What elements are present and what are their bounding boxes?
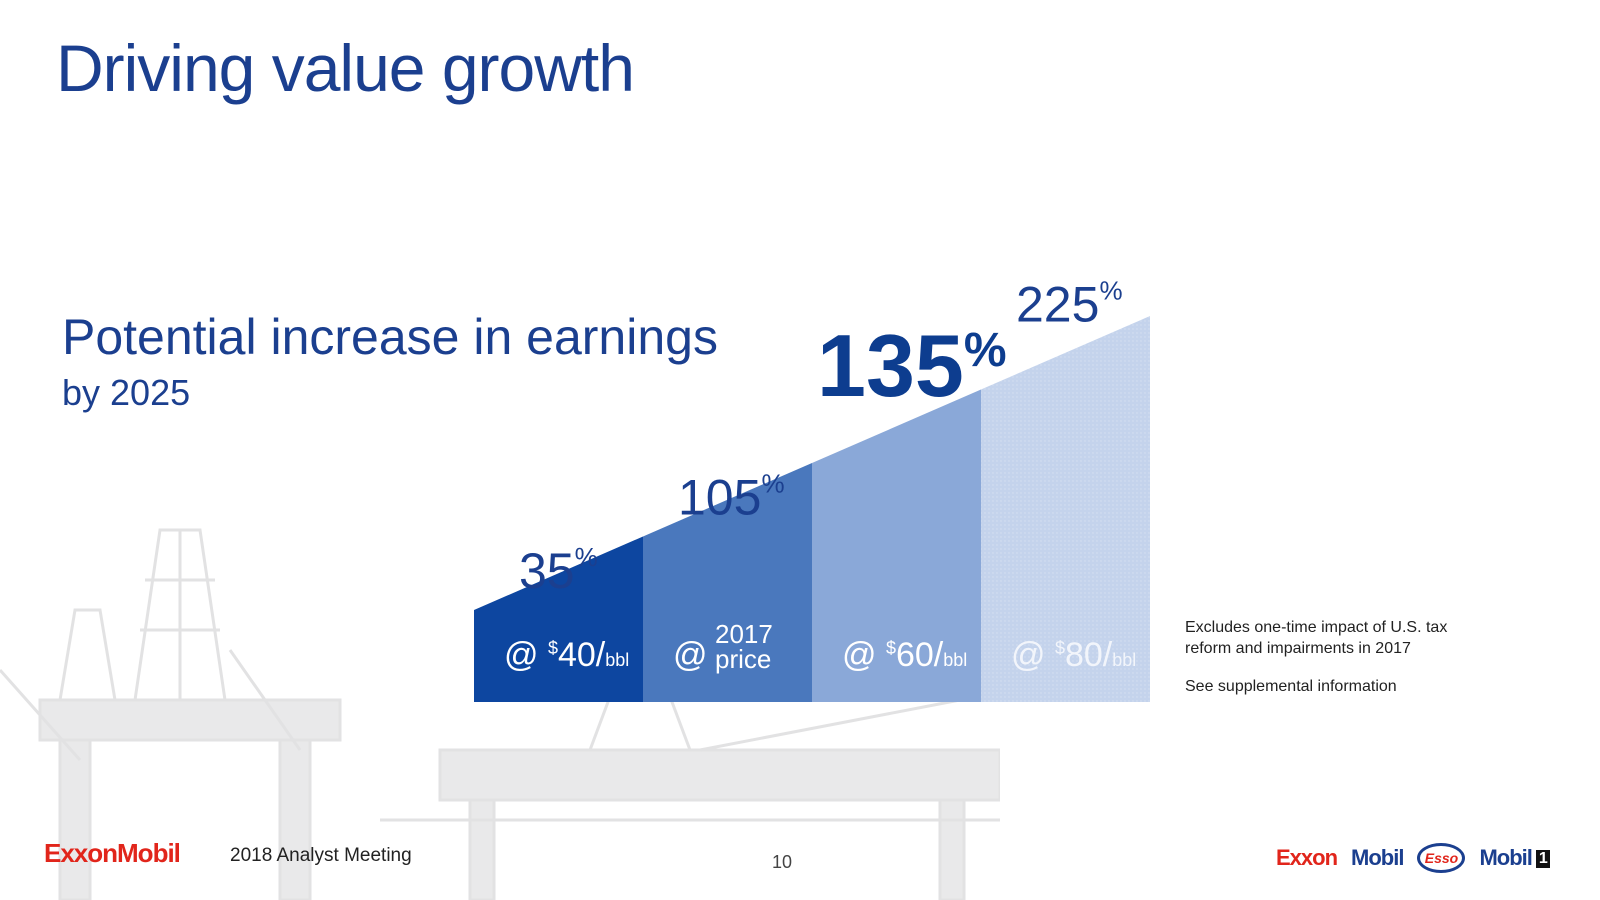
category-label-4: @ $80/bbl xyxy=(1011,636,1136,674)
value-label-3: 135% xyxy=(817,316,1007,415)
page-number: 10 xyxy=(772,852,793,872)
category-label-3: @ $60/bbl xyxy=(842,636,967,674)
chart-subtitle: Potential increase in earnings xyxy=(62,309,718,365)
value-label-1: 35% xyxy=(519,542,598,599)
exxon-brand-logo: Exxon xyxy=(1276,845,1338,870)
footer-meeting-title: 2018 Analyst Meeting xyxy=(230,845,412,866)
mobil-brand-logo: Mobil xyxy=(1351,845,1404,870)
mobil1-brand-text: Mobil xyxy=(1479,845,1532,870)
excludes-note: Excludes one-time impact of U.S. tax ref… xyxy=(1185,619,1448,657)
brand-logos: Exxon Mobil Esso Mobil 1 xyxy=(1276,838,1550,878)
esso-brand-text: Esso xyxy=(1424,850,1459,866)
value-label-2: 105% xyxy=(678,469,785,526)
mobil1-brand-number: 1 xyxy=(1535,850,1550,869)
category-label-2: @ 2017 price xyxy=(673,619,773,674)
exxonmobil-logo: ExxonMobil xyxy=(44,838,181,868)
bar-1 xyxy=(474,536,643,702)
bar-2 xyxy=(643,463,812,702)
bar-4 xyxy=(981,316,1150,702)
chart-subtitle-year: by 2025 xyxy=(62,372,191,413)
mobil1-brand-logo: Mobil 1 xyxy=(1479,845,1550,871)
supplemental-note: See supplemental information xyxy=(1185,678,1397,695)
oil-rig-silhouette-icon xyxy=(0,528,1000,900)
esso-brand-logo: Esso xyxy=(1417,843,1466,873)
bar-3 xyxy=(812,389,981,702)
category-label-1: @ $40/bbl xyxy=(504,636,629,674)
page-title: Driving value growth xyxy=(56,31,635,105)
value-label-4: 225% xyxy=(1016,276,1123,333)
